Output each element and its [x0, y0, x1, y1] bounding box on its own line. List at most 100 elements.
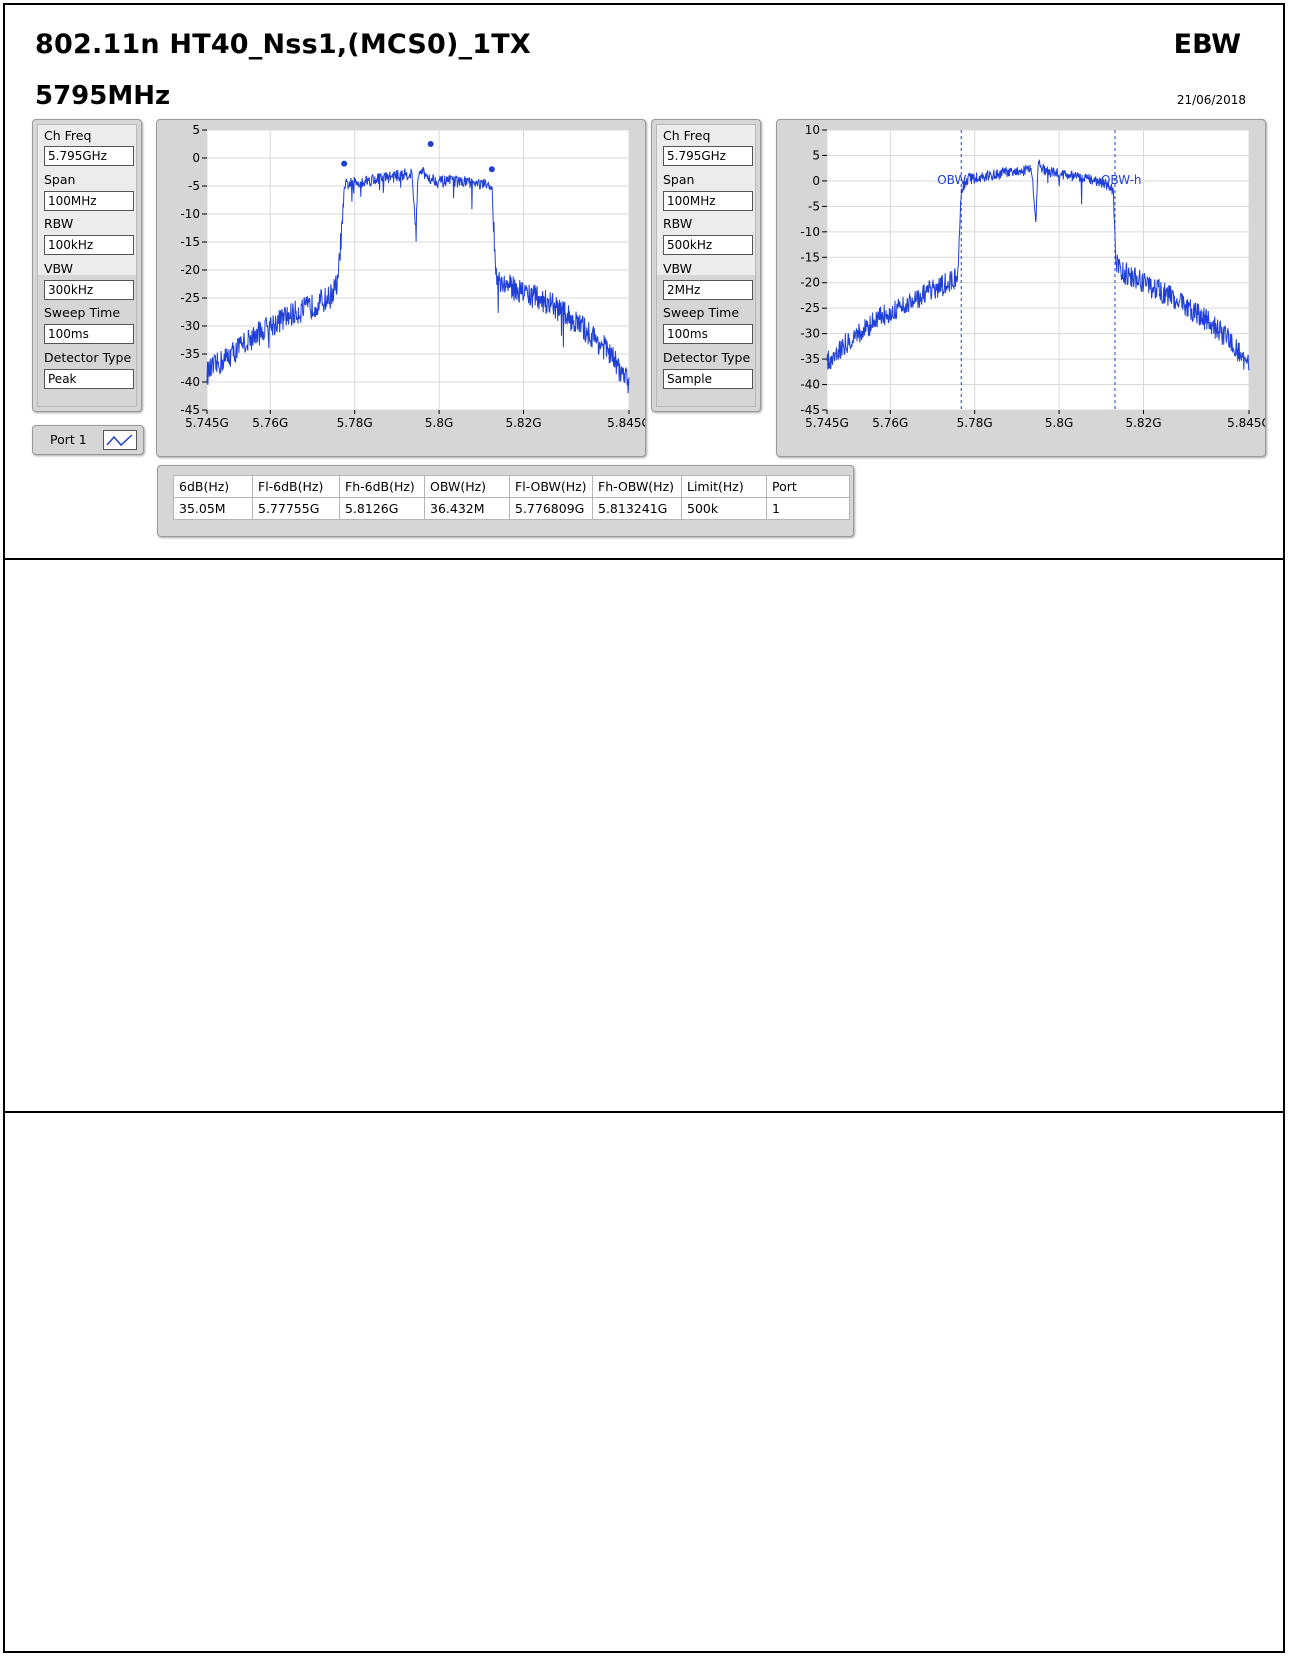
- rbw-label: RBW: [663, 216, 693, 231]
- vbw-label: VBW: [663, 261, 693, 276]
- y-tick-label: -40: [800, 378, 820, 392]
- settings-panel-right-body: Ch Freq 5.795GHz Span 100MHz RBW 500kHz …: [656, 124, 756, 407]
- cell-fl-6db: 5.77755G: [252, 497, 340, 520]
- y-tick-label: -30: [180, 319, 200, 333]
- x-tick-label: 5.78G: [337, 416, 373, 430]
- y-tick-label: -10: [180, 207, 200, 221]
- y-tick-label: -15: [180, 235, 200, 249]
- col-fl-6db: Fl-6dB(Hz): [252, 475, 340, 498]
- sweep-time-field[interactable]: 100ms: [44, 324, 134, 344]
- x-tick-label: 5.82G: [505, 416, 541, 430]
- span-label: Span: [44, 172, 76, 187]
- test-frequency: 5795MHz: [35, 81, 171, 111]
- y-tick-label: -25: [800, 301, 820, 315]
- port-legend[interactable]: Port 1: [32, 425, 144, 455]
- results-table-panel: 6dB(Hz) Fl-6dB(Hz) Fh-6dB(Hz) OBW(Hz) Fl…: [157, 465, 854, 537]
- span-label: Span: [663, 172, 695, 187]
- cell-fh-6db: 5.8126G: [339, 497, 425, 520]
- x-tick-label: 5.82G: [1125, 416, 1161, 430]
- detector-type-label: Detector Type: [663, 350, 751, 365]
- peak-marker: [488, 166, 495, 173]
- span-field[interactable]: 100MHz: [663, 191, 753, 211]
- x-tick-label: 5.76G: [872, 416, 908, 430]
- port-legend-label: Port 1: [50, 432, 87, 447]
- report-section-empty-3: [5, 1111, 1283, 1651]
- rbw-label: RBW: [44, 216, 74, 231]
- vbw-label: VBW: [44, 261, 74, 276]
- peak-marker: [427, 141, 434, 147]
- y-tick-label: -35: [800, 352, 820, 366]
- x-tick-label: 5.76G: [252, 416, 288, 430]
- test-title: 802.11n HT40_Nss1,(MCS0)_1TX: [35, 29, 531, 60]
- obw-label: OBW: [937, 173, 966, 187]
- sweep-time-label: Sweep Time: [663, 305, 740, 320]
- spectrum-chart-right: 10 5 0 -5 -10 -15 -20 -25 -30 -35 -40 -45 5.745G 5.76…: [776, 119, 1266, 457]
- cell-fl-obw: 5.776809G: [509, 497, 593, 520]
- ch-freq-label: Ch Freq: [44, 128, 92, 143]
- y-tick-label: 0: [812, 174, 820, 188]
- settings-panel-left-body: Ch Freq 5.795GHz Span 100MHz RBW 100kHz …: [37, 124, 137, 407]
- x-tick-label: 5.745G: [805, 416, 849, 430]
- obw-label: OBW-h: [1101, 173, 1142, 187]
- vbw-field[interactable]: 2MHz: [663, 280, 753, 300]
- y-tick-label: -45: [180, 403, 200, 417]
- y-tick-label: -20: [800, 276, 820, 290]
- y-tick-label: -15: [800, 250, 820, 264]
- cell-fh-obw: 5.813241G: [592, 497, 682, 520]
- span-field[interactable]: 100MHz: [44, 191, 134, 211]
- y-tick-label: -20: [180, 263, 200, 277]
- table-row: 35.05M 5.77755G 5.8126G 36.432M 5.776809…: [173, 497, 850, 520]
- report-section-empty-2: [5, 558, 1283, 1113]
- y-tick-label: 10: [805, 123, 820, 137]
- report-section-ebw: 802.11n HT40_Nss1,(MCS0)_1TX 5795MHz EBW…: [5, 5, 1283, 560]
- col-6db: 6dB(Hz): [173, 475, 253, 498]
- results-header-row: 6dB(Hz) Fl-6dB(Hz) Fh-6dB(Hz) OBW(Hz) Fl…: [173, 475, 850, 498]
- x-tick-label: 5.8G: [425, 416, 453, 430]
- rbw-field[interactable]: 500kHz: [663, 235, 753, 255]
- col-port: Port: [766, 475, 850, 498]
- ch-freq-label: Ch Freq: [663, 128, 711, 143]
- y-tick-label: -35: [180, 347, 200, 361]
- spectrum-chart-left: 5 0 -5 -10 -15 -20 -25 -30 -35 -40 -45 5.745G 5.76G 5…: [156, 119, 646, 457]
- ch-freq-field[interactable]: 5.795GHz: [663, 146, 753, 166]
- sweep-time-field[interactable]: 100ms: [663, 324, 753, 344]
- spectrum-plot-right: 10 5 0 -5 -10 -15 -20 -25 -30 -35 -40 -455.745G 5.76…: [800, 123, 1265, 430]
- rbw-field[interactable]: 100kHz: [44, 235, 134, 255]
- report-date: 21/06/2018: [1176, 93, 1246, 107]
- spectrum-trace: [826, 159, 1250, 371]
- peak-marker: [341, 160, 348, 167]
- test-type-tag: EBW: [1173, 29, 1241, 60]
- spectrum-plot-left: 5 0 -5 -10 -15 -20 -25 -30 -35 -40 -455.745G 5.76G 5…: [180, 123, 645, 430]
- detector-type-field[interactable]: Peak: [44, 369, 134, 389]
- x-tick-label: 5.78G: [957, 416, 993, 430]
- ch-freq-field[interactable]: 5.795GHz: [44, 146, 134, 166]
- detector-type-field[interactable]: Sample: [663, 369, 753, 389]
- y-tick-label: -5: [808, 199, 820, 213]
- report-sheet: 802.11n HT40_Nss1,(MCS0)_1TX 5795MHz EBW…: [3, 3, 1285, 1653]
- trace-style-icon[interactable]: [103, 430, 137, 450]
- y-tick-label: 5: [192, 123, 200, 137]
- col-fh-6db: Fh-6dB(Hz): [339, 475, 425, 498]
- settings-panel-right: Ch Freq 5.795GHz Span 100MHz RBW 500kHz …: [651, 119, 761, 412]
- x-tick-label: 5.745G: [185, 416, 229, 430]
- col-fh-obw: Fh-OBW(Hz): [592, 475, 682, 498]
- y-tick-label: -30: [800, 327, 820, 341]
- y-tick-label: -10: [800, 225, 820, 239]
- vbw-field[interactable]: 300kHz: [44, 280, 134, 300]
- x-tick-label: 5.845G: [607, 416, 645, 430]
- y-tick-label: -25: [180, 291, 200, 305]
- y-tick-label: -45: [800, 403, 820, 417]
- y-tick-label: -5: [188, 179, 200, 193]
- x-tick-label: 5.8G: [1045, 416, 1073, 430]
- cell-port: 1: [766, 497, 850, 520]
- x-tick-label: 5.845G: [1227, 416, 1265, 430]
- y-tick-label: -40: [180, 375, 200, 389]
- spectrum-trace: [206, 166, 630, 394]
- cell-6db: 35.05M: [173, 497, 253, 520]
- results-table: 6dB(Hz) Fl-6dB(Hz) Fh-6dB(Hz) OBW(Hz) Fl…: [173, 475, 850, 520]
- col-limit: Limit(Hz): [681, 475, 767, 498]
- settings-panel-left: Ch Freq 5.795GHz Span 100MHz RBW 100kHz …: [32, 119, 142, 412]
- cell-limit: 500k: [681, 497, 767, 520]
- y-tick-label: 0: [192, 151, 200, 165]
- sweep-time-label: Sweep Time: [44, 305, 121, 320]
